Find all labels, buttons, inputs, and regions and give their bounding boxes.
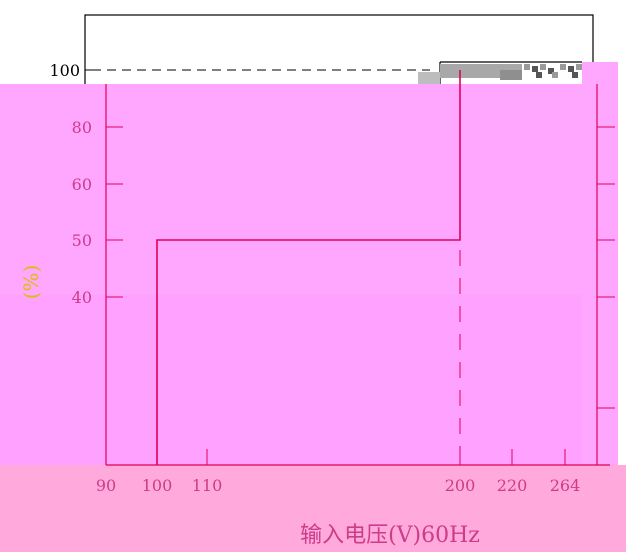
ytick-label-100: 100 — [49, 61, 80, 80]
xtick-label-200: 200 — [445, 476, 476, 495]
noise-pixel — [536, 72, 542, 78]
noise-pixel — [552, 72, 558, 78]
noise-pixel — [572, 72, 578, 78]
xtick-label-110: 110 — [192, 476, 223, 495]
x-axis-title: 输入电压(V)60Hz — [300, 523, 480, 548]
y-axis-title: (%) — [19, 265, 43, 300]
gray-block-3 — [500, 70, 522, 80]
noise-pixel — [548, 68, 554, 74]
noise-pixel — [576, 64, 582, 70]
noise-pixel — [540, 64, 546, 70]
ytick-label-80: 80 — [72, 118, 92, 137]
ytick-label-40: 40 — [72, 288, 92, 307]
series-line-0 — [156, 70, 461, 465]
noise-pixel — [560, 64, 566, 70]
band-top — [0, 84, 610, 295]
gray-block-1 — [418, 72, 440, 84]
xtick-label-100: 100 — [142, 476, 173, 495]
series-layer — [156, 70, 461, 465]
ytick-label-50: 50 — [72, 231, 92, 250]
axes — [105, 84, 615, 466]
labels-layer: 100 80 60 50 40 90 100 110 200 220 264 输入电压(V)60Hz (… — [19, 61, 580, 548]
noise-pixel — [568, 66, 574, 72]
ytick-label-60: 60 — [72, 175, 92, 194]
band-right — [582, 62, 618, 467]
noise-pixel — [524, 64, 530, 70]
pink-overlay — [0, 62, 626, 552]
band-bottom — [0, 295, 610, 465]
xtick-label-220: 220 — [497, 476, 528, 495]
band-base — [0, 465, 626, 552]
noise-pixel — [532, 66, 538, 72]
xtick-label-264: 264 — [550, 476, 581, 495]
xtick-label-90: 90 — [96, 476, 116, 495]
